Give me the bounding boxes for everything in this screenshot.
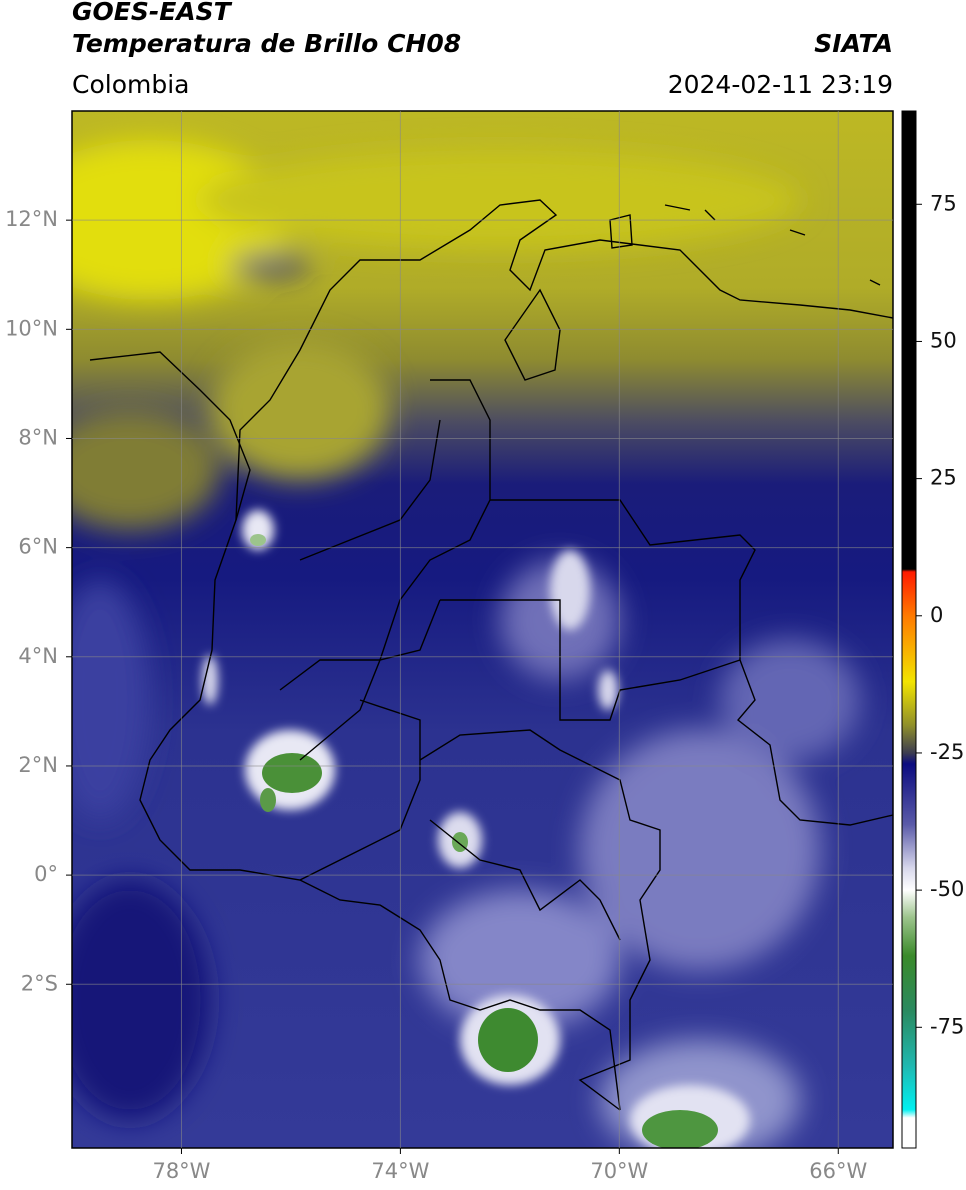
y-tick-label: 6°N — [18, 535, 58, 559]
title: GOES-EAST — [72, 0, 233, 26]
satellite-image — [72, 111, 893, 1148]
subtitle: Temperatura de Brillo CH08 — [72, 29, 461, 58]
colorbar-tick-label: 25 — [930, 466, 957, 490]
y-tick-label: 10°N — [5, 316, 58, 340]
y-tick-label: 8°N — [18, 425, 58, 449]
x-tick-label: 66°W — [809, 1159, 867, 1183]
colorbar-tick-label: 0 — [930, 603, 943, 627]
colorbar-tick-label: 50 — [930, 328, 957, 352]
source: SIATA — [814, 29, 893, 58]
y-tick-label: 12°N — [5, 207, 58, 231]
y-tick-label: 4°N — [18, 644, 58, 668]
map-frame — [71, 110, 894, 1149]
region: Colombia — [72, 70, 189, 99]
colorbar-tick-label: 75 — [930, 191, 957, 215]
colorbar-tick-label: -25 — [930, 740, 964, 764]
y-tick-label: 0° — [34, 862, 58, 886]
y-tick-label: 2°N — [18, 753, 58, 777]
x-tick-label: 70°W — [590, 1159, 648, 1183]
colorbar-tick-label: -50 — [930, 877, 964, 901]
x-tick-label: 74°W — [371, 1159, 429, 1183]
colorbar-tick-label: -75 — [930, 1014, 964, 1038]
timestamp: 2024-02-11 23:19 — [668, 70, 893, 99]
y-tick-label: 2°S — [21, 971, 58, 995]
colorbar — [901, 110, 917, 1149]
x-tick-label: 78°W — [152, 1159, 210, 1183]
